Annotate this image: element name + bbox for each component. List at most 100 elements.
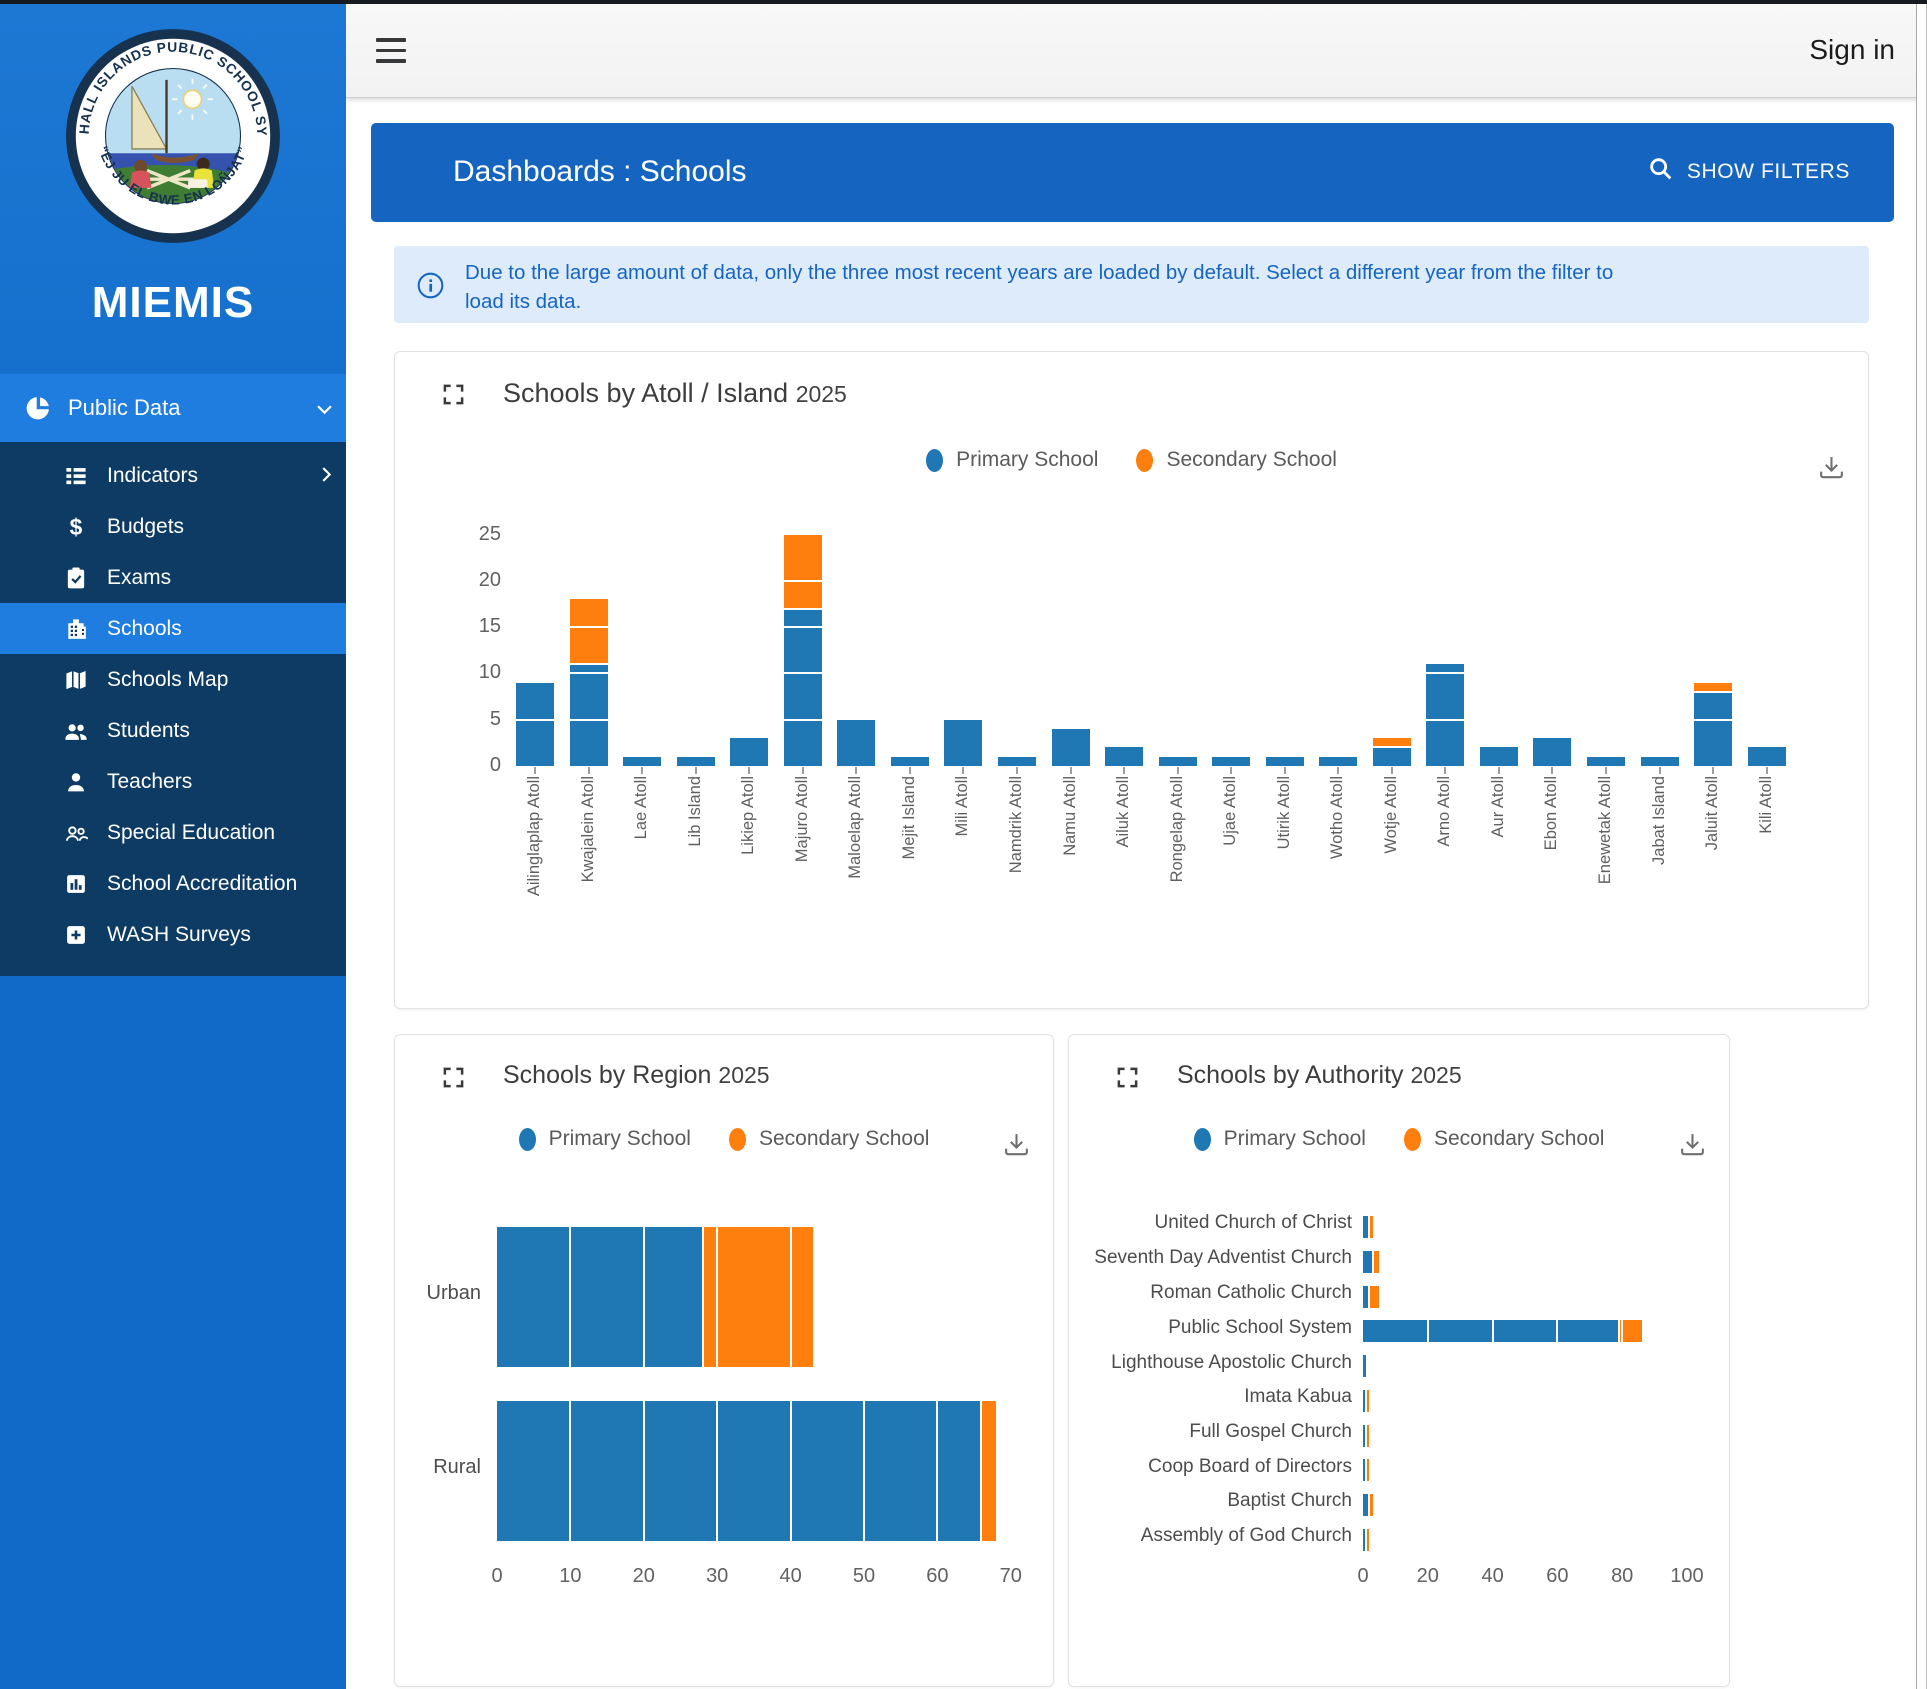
x-axis-category-label: Mejit Island bbox=[900, 776, 919, 864]
y-axis-tick-label: 0 bbox=[489, 754, 501, 776]
x-axis-category-label: Namu Atoll bbox=[1061, 776, 1080, 861]
bar-maloelap-atoll[interactable] bbox=[837, 719, 876, 766]
vertical-scrollbar[interactable] bbox=[1916, 4, 1927, 1689]
bar-utirik-atoll[interactable] bbox=[1265, 756, 1304, 766]
x-axis-category-label: Jabat Island bbox=[1650, 776, 1669, 870]
legend-marker-primary bbox=[926, 448, 944, 472]
legend-marker-primary bbox=[1193, 1127, 1211, 1151]
bar-segment-primary bbox=[1587, 756, 1625, 766]
bar-enewetak-atoll[interactable] bbox=[1587, 756, 1625, 766]
segment-separator bbox=[1694, 690, 1733, 693]
bar-arno-atoll[interactable] bbox=[1426, 664, 1465, 766]
gridline bbox=[783, 718, 822, 721]
bar-jabat-island[interactable] bbox=[1640, 756, 1679, 766]
bar-rural[interactable] bbox=[497, 1401, 997, 1541]
bar-jaluit-atoll[interactable] bbox=[1694, 682, 1733, 766]
sidebar-item-schools[interactable]: Schools bbox=[0, 603, 346, 654]
clipboard-check-icon bbox=[64, 566, 88, 590]
bar-rongelap-atoll[interactable] bbox=[1158, 756, 1197, 766]
gridline bbox=[789, 1227, 792, 1367]
x-axis-tick bbox=[1658, 767, 1661, 774]
page-title: Dashboards : Schools bbox=[453, 155, 747, 188]
y-axis-category-label: Public School System bbox=[1168, 1316, 1352, 1338]
bar-wotho-atoll[interactable] bbox=[1319, 756, 1358, 766]
segment-separator bbox=[1368, 1215, 1371, 1238]
x-axis-tick bbox=[1497, 767, 1500, 774]
x-axis-tick bbox=[1765, 767, 1768, 774]
bar-united-church-of-christ[interactable] bbox=[1363, 1215, 1373, 1238]
download-icon[interactable] bbox=[1002, 1131, 1031, 1160]
x-axis-tick bbox=[1015, 767, 1018, 774]
segment-separator bbox=[1371, 1250, 1374, 1273]
bar-ailinglaplap-atoll[interactable] bbox=[516, 682, 554, 766]
bar-likiep-atoll[interactable] bbox=[730, 738, 769, 766]
legend-entry-primary[interactable]: Primary School bbox=[926, 448, 1098, 472]
download-icon[interactable] bbox=[1817, 454, 1846, 483]
bar-baptist-church[interactable] bbox=[1363, 1493, 1373, 1516]
segment-separator bbox=[1368, 1493, 1371, 1516]
sidebar-item-indicators[interactable]: Indicators bbox=[0, 450, 346, 501]
bar-majuro-atoll[interactable] bbox=[783, 534, 822, 766]
bar-lib-island[interactable] bbox=[676, 756, 715, 766]
chart-card-schools-by-region: Schools by Region 2025 Primary School Se… bbox=[394, 1034, 1054, 1687]
sidebar-item-special-education[interactable]: Special Education bbox=[0, 807, 346, 858]
bar-mejit-island[interactable] bbox=[890, 756, 929, 766]
segment-separator bbox=[1365, 1459, 1368, 1481]
x-axis-category-label: Ujae Atoll bbox=[1221, 776, 1240, 851]
x-axis-category-label-text: Kili Atoll bbox=[1756, 776, 1775, 834]
legend-entry-primary[interactable]: Primary School bbox=[1193, 1127, 1366, 1151]
sidebar-item-school-accreditation[interactable]: School Accreditation bbox=[0, 858, 346, 909]
bar-segment-primary bbox=[497, 1227, 702, 1367]
show-filters-button[interactable]: SHOW FILTERS bbox=[1647, 155, 1850, 188]
bar-ujae-atoll[interactable] bbox=[1212, 756, 1251, 766]
hamburger-menu-icon[interactable] bbox=[376, 38, 406, 63]
bar-segment-secondary bbox=[1367, 1459, 1370, 1481]
sidebar-section-public-data[interactable]: Public Data bbox=[0, 374, 346, 442]
y-axis-category-label: United Church of Christ bbox=[1154, 1212, 1352, 1234]
download-icon[interactable] bbox=[1678, 1131, 1707, 1160]
bar-public-school-system[interactable] bbox=[1363, 1320, 1642, 1342]
bar-lae-atoll[interactable] bbox=[623, 756, 662, 766]
bar-kwajalein-atoll[interactable] bbox=[569, 599, 608, 766]
bar-kili-atoll[interactable] bbox=[1747, 747, 1786, 766]
x-axis-tick-label: 80 bbox=[1611, 1565, 1634, 1587]
bar-imata-kabua[interactable] bbox=[1363, 1389, 1370, 1412]
bar-namu-atoll[interactable] bbox=[1051, 728, 1090, 766]
legend-entry-secondary[interactable]: Secondary School bbox=[1136, 448, 1337, 472]
bar-roman-catholic-church[interactable] bbox=[1363, 1285, 1380, 1308]
building-icon bbox=[64, 617, 88, 641]
bar-segment-primary bbox=[730, 738, 769, 766]
legend-entry-secondary[interactable]: Secondary School bbox=[1403, 1127, 1604, 1151]
sidebar-item-budgets[interactable]: $ Budgets bbox=[0, 501, 346, 552]
sidebar-item-wash-surveys[interactable]: WASH Surveys bbox=[0, 909, 346, 960]
bar-segment-secondary bbox=[1370, 1285, 1380, 1308]
sidebar-item-exams[interactable]: Exams bbox=[0, 552, 346, 603]
bar-coop-board-of-directors[interactable] bbox=[1363, 1459, 1370, 1481]
fullscreen-icon[interactable] bbox=[442, 383, 465, 406]
fullscreen-icon[interactable] bbox=[442, 1066, 465, 1089]
bar-aur-atoll[interactable] bbox=[1479, 747, 1518, 766]
legend-entry-secondary[interactable]: Secondary School bbox=[728, 1127, 929, 1151]
sidebar-item-teachers[interactable]: Teachers bbox=[0, 756, 346, 807]
bar-namdrik-atoll[interactable] bbox=[997, 756, 1036, 766]
x-axis-tick bbox=[962, 767, 965, 774]
x-axis-tick bbox=[1230, 767, 1233, 774]
bar-full-gospel-church[interactable] bbox=[1363, 1424, 1370, 1447]
legend-entry-primary[interactable]: Primary School bbox=[518, 1127, 691, 1151]
bar-urban[interactable] bbox=[497, 1227, 813, 1367]
bar-ailuk-atoll[interactable] bbox=[1105, 747, 1144, 766]
chart-card-schools-by-atoll: Schools by Atoll / Island 2025 Primary S… bbox=[394, 351, 1869, 1009]
fullscreen-icon[interactable] bbox=[1116, 1066, 1139, 1089]
bar-lighthouse-apostolic-church[interactable] bbox=[1363, 1355, 1367, 1377]
bar-ebon-atoll[interactable] bbox=[1533, 738, 1572, 766]
bar-segment-primary bbox=[623, 756, 662, 766]
bar-seventh-day-adventist-church[interactable] bbox=[1363, 1250, 1380, 1273]
bar-wotje-atoll[interactable] bbox=[1372, 738, 1411, 766]
bar-mili-atoll[interactable] bbox=[944, 719, 983, 766]
bar-assembly-of-god-church[interactable] bbox=[1363, 1528, 1370, 1551]
bar-segment-primary bbox=[569, 665, 608, 766]
x-axis-tick-label: 30 bbox=[706, 1565, 729, 1587]
sidebar-item-students[interactable]: Students bbox=[0, 705, 346, 756]
sidebar-item-schools-map[interactable]: Schools Map bbox=[0, 654, 346, 705]
sign-in-link[interactable]: Sign in bbox=[1809, 34, 1895, 65]
